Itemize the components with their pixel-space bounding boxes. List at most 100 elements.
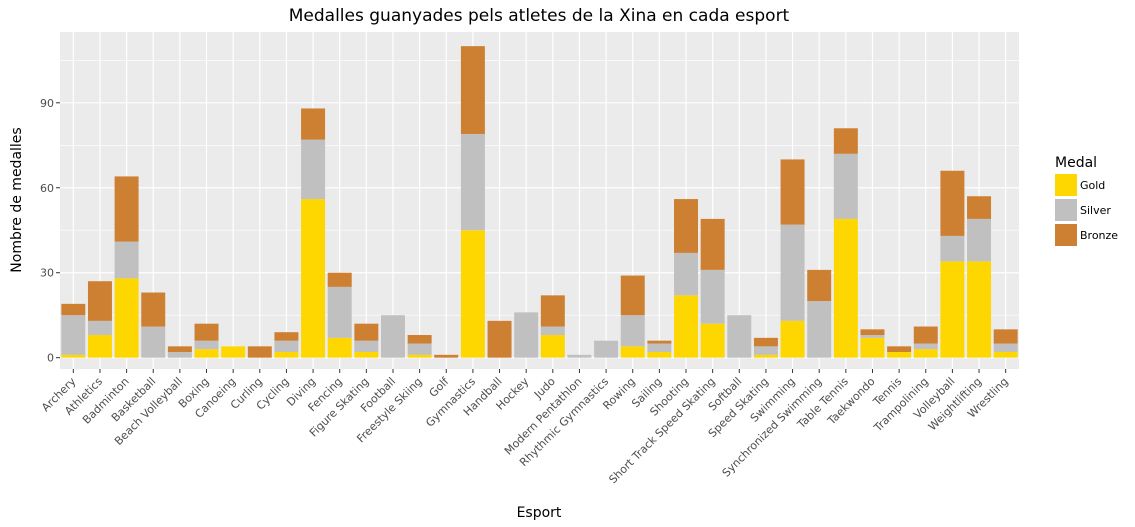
- bar-gold-rowing: [620, 346, 645, 358]
- legend: Medal Gold Silver Bronze: [1055, 155, 1118, 246]
- chart-title: Medalles guanyades pels atletes de la Xi…: [289, 6, 790, 26]
- bar-bronze-gymnastics: [460, 46, 485, 134]
- legend-label-gold: Gold: [1080, 179, 1105, 192]
- bar-silver-badminton: [114, 241, 139, 279]
- bar-bronze-judo: [540, 295, 565, 327]
- bar-gold-wrestling: [993, 352, 1018, 358]
- x-axis-title: Esport: [517, 505, 562, 521]
- bar-bronze-curling: [247, 346, 272, 358]
- bar-gold-badminton: [114, 278, 139, 358]
- y-tick-label: 90: [40, 97, 54, 110]
- bar-silver-gymnastics: [460, 133, 485, 231]
- x-axis: ArcheryAthleticsBadmintonBasketballBeach…: [39, 369, 1011, 486]
- bar-silver-shooting: [674, 252, 699, 296]
- bar-silver-boxing: [194, 340, 219, 350]
- bar-bronze-beach-volleyball: [167, 346, 192, 353]
- bar-bronze-short-track-speed-skating: [700, 218, 725, 270]
- bar-bronze-rowing: [620, 275, 645, 316]
- y-tick-label: 0: [47, 352, 54, 365]
- bar-bronze-badminton: [114, 176, 139, 242]
- bar-silver-weightlifting: [967, 218, 992, 262]
- bar-bronze-basketball: [141, 292, 166, 327]
- bar-silver-fencing: [327, 286, 352, 338]
- bar-bronze-athletics: [87, 281, 112, 321]
- bar-gold-tennis: [887, 352, 912, 358]
- bar-gold-trampolining: [913, 349, 938, 358]
- bar-silver-speed-skating: [753, 346, 778, 355]
- bar-silver-athletics: [87, 320, 112, 336]
- bar-bronze-handball: [487, 320, 512, 358]
- bar-bronze-fencing: [327, 272, 352, 287]
- legend-title: Medal: [1055, 155, 1097, 171]
- bar-gold-canoeing: [221, 346, 246, 358]
- bar-silver-sailing: [647, 343, 672, 353]
- bar-silver-wrestling: [993, 343, 1018, 353]
- bar-gold-volleyball: [940, 261, 965, 358]
- bar-gold-gymnastics: [460, 230, 485, 358]
- bar-silver-football: [380, 315, 405, 358]
- bar-silver-judo: [540, 326, 565, 336]
- bar-silver-swimming: [780, 224, 805, 321]
- plot-panel: [60, 32, 1019, 369]
- bar-gold-archery: [61, 354, 86, 358]
- bar-bronze-shooting: [674, 199, 699, 253]
- bar-bronze-taekwondo: [860, 329, 885, 336]
- bar-gold-taekwondo: [860, 337, 885, 358]
- bar-gold-speed-skating: [753, 354, 778, 358]
- bar-bronze-cycling: [274, 332, 299, 341]
- bar-silver-volleyball: [940, 235, 965, 262]
- bar-silver-table-tennis: [833, 153, 858, 219]
- bar-bronze-wrestling: [993, 329, 1018, 344]
- bar-bronze-table-tennis: [833, 128, 858, 154]
- y-tick-label: 60: [40, 182, 54, 195]
- bar-bronze-speed-skating: [753, 337, 778, 347]
- legend-key-silver: [1055, 199, 1077, 221]
- bar-silver-rhythmic-gymnastics: [594, 340, 619, 358]
- bar-bronze-figure-skating: [354, 323, 379, 341]
- bar-gold-diving: [301, 199, 326, 358]
- bar-silver-beach-volleyball: [167, 352, 192, 358]
- bar-gold-athletics: [87, 335, 112, 358]
- bar-bronze-freestyle-skiing: [407, 335, 432, 344]
- bar-gold-figure-skating: [354, 352, 379, 358]
- bar-gold-table-tennis: [833, 218, 858, 358]
- bar-bronze-volleyball: [940, 170, 965, 236]
- bar-gold-fencing: [327, 337, 352, 358]
- bar-silver-rowing: [620, 315, 645, 347]
- bar-silver-taekwondo: [860, 335, 885, 338]
- bar-gold-short-track-speed-skating: [700, 323, 725, 358]
- bar-bronze-archery: [61, 303, 86, 316]
- legend-label-silver: Silver: [1080, 204, 1111, 217]
- bar-silver-synchronized-swimming: [807, 301, 832, 358]
- bar-silver-short-track-speed-skating: [700, 269, 725, 324]
- bar-gold-swimming: [780, 320, 805, 358]
- bar-gold-weightlifting: [967, 261, 992, 358]
- bar-gold-boxing: [194, 349, 219, 358]
- bar-silver-basketball: [141, 326, 166, 358]
- bar-silver-modern-pentathlon: [567, 354, 592, 358]
- bar-bronze-tennis: [887, 346, 912, 353]
- bar-bronze-swimming: [780, 159, 805, 225]
- bar-silver-freestyle-skiing: [407, 343, 432, 355]
- bar-silver-hockey: [514, 312, 539, 358]
- y-tick-label: 30: [40, 267, 54, 280]
- bar-bronze-golf: [434, 354, 459, 358]
- bar-gold-freestyle-skiing: [407, 354, 432, 358]
- bar-silver-trampolining: [913, 343, 938, 350]
- bar-silver-diving: [301, 139, 326, 200]
- bar-bronze-synchronized-swimming: [807, 269, 832, 302]
- bar-gold-judo: [540, 335, 565, 358]
- y-axis-title: Nombre de medalles: [9, 127, 25, 272]
- bars: [61, 46, 1018, 358]
- bar-silver-cycling: [274, 340, 299, 353]
- legend-label-bronze: Bronze: [1080, 229, 1118, 242]
- bar-bronze-diving: [301, 108, 326, 140]
- bar-gold-shooting: [674, 295, 699, 358]
- bar-gold-cycling: [274, 352, 299, 358]
- bar-bronze-sailing: [647, 340, 672, 344]
- bar-silver-softball: [727, 315, 752, 358]
- legend-key-bronze: [1055, 224, 1077, 246]
- legend-key-gold: [1055, 174, 1077, 196]
